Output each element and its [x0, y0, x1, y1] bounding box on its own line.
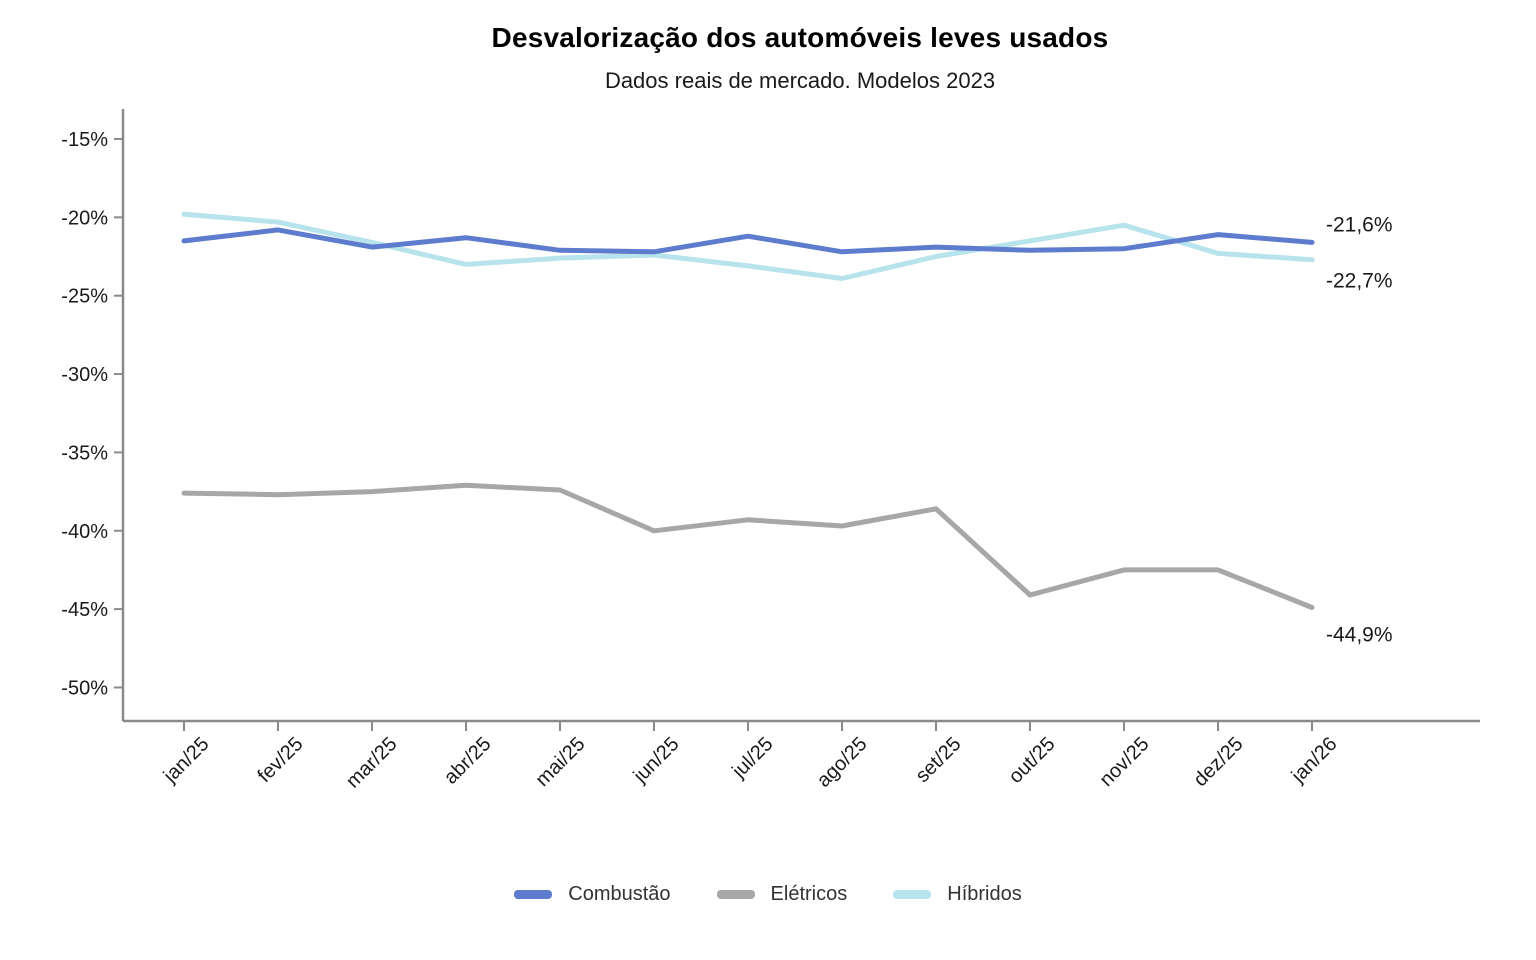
- end-label-hibridos: -22,7%: [1326, 270, 1393, 293]
- chart-title: Desvalorização dos automóveis leves usad…: [491, 22, 1109, 53]
- y-tick-label: -20%: [61, 207, 108, 229]
- x-tick-label: jul/25: [727, 733, 777, 783]
- legend-item-eletricos[interactable]: Elétricos: [716, 883, 848, 906]
- x-tick-label: nov/25: [1096, 733, 1154, 791]
- y-tick-label: -50%: [61, 677, 108, 699]
- legend-swatch-hibridos: [893, 890, 932, 899]
- legend-swatch-combustao: [514, 890, 553, 899]
- end-label-eletricos: -44,9%: [1326, 624, 1393, 647]
- x-tick-label: set/25: [911, 733, 965, 787]
- x-tick-label: jun/25: [629, 733, 684, 788]
- legend: Combustão Elétricos Híbridos: [0, 883, 1536, 906]
- x-tick-label: ago/25: [813, 733, 872, 792]
- y-tick-label: -40%: [61, 521, 108, 543]
- plot-area: -15% -20% -25% -30% -35% -40% -45% -50% jan/25 fe…: [61, 109, 1480, 793]
- legend-item-combustao[interactable]: Combustão: [514, 883, 671, 906]
- chart-subtitle: Dados reais de mercado. Modelos 2023: [604, 68, 996, 93]
- x-tick-label: mar/25: [342, 733, 402, 793]
- x-tick-label: jan/25: [159, 733, 214, 788]
- legend-swatch-eletricos: [716, 890, 755, 899]
- end-label-combustao: -21,6%: [1326, 213, 1393, 236]
- series-line-eletricos: [181, 482, 1315, 610]
- x-tick-label: jan/26: [1287, 733, 1342, 788]
- x-tick-label: out/25: [1005, 733, 1060, 788]
- y-tick-label: -30%: [61, 364, 108, 386]
- series-line-combustao: [181, 227, 1315, 255]
- legend-label-eletricos: Elétricos: [770, 883, 848, 905]
- legend-item-hibridos[interactable]: Híbridos: [893, 883, 1022, 906]
- legend-label-combustao: Combustão: [568, 883, 671, 905]
- x-tick-label: mai/25: [532, 733, 590, 791]
- legend-label-hibridos: Híbridos: [947, 883, 1022, 905]
- x-tick-label: abr/25: [440, 733, 496, 789]
- x-tick-label: dez/25: [1190, 733, 1248, 791]
- x-tick-label: fev/25: [253, 733, 307, 787]
- y-tick-label: -15%: [61, 129, 108, 151]
- y-tick-label: -35%: [61, 442, 108, 464]
- y-tick-label: -25%: [61, 286, 108, 308]
- y-tick-label: -45%: [61, 599, 108, 621]
- series-line-hibridos: [181, 211, 1315, 281]
